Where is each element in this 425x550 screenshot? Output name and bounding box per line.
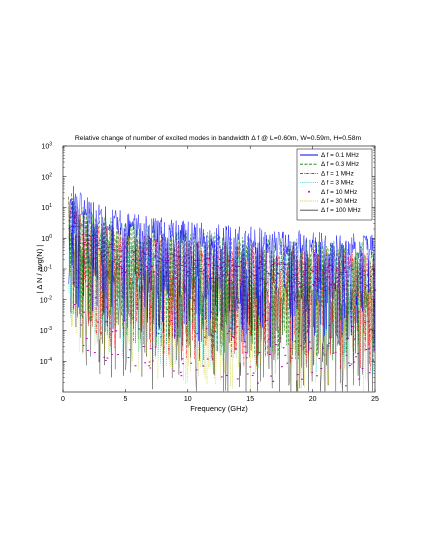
legend-label: Δ f = 30 MHz: [321, 198, 357, 205]
x-tick-label: 5: [123, 396, 127, 403]
chart-title: Relative change of number of excited mod…: [75, 135, 362, 142]
legend-label: Δ f = 3 MHz: [321, 180, 354, 187]
y-tick-label: 10-3: [40, 326, 52, 335]
y-axis: 103 102 101 100 10-1 10-2 10-3 10-4: [40, 142, 375, 383]
x-tick-label: 15: [246, 396, 254, 403]
legend-label: Δ f = 0.1 MHz: [321, 152, 359, 159]
data-layer: [68, 186, 377, 392]
y-tick-label: 10-2: [40, 295, 52, 304]
legend-entry: Δ f = 10 MHz: [308, 189, 357, 196]
x-tick-label: 20: [309, 396, 317, 403]
legend-marker: [308, 190, 310, 193]
series-1: [68, 186, 375, 351]
legend-entry: Δ f = 30 MHz: [300, 198, 357, 205]
x-tick-label: 10: [184, 396, 192, 403]
y-tick-label: 10-4: [40, 357, 52, 366]
legend-label: Δ f = 10 MHz: [321, 189, 357, 196]
legend: Δ f = 0.1 MHz Δ f = 0.3 MHz Δ f = 1 MHz Δ f…: [296, 148, 373, 221]
legend-entry: Δ f = 0.1 MHz: [300, 152, 359, 159]
y-tick-label: 100: [41, 234, 52, 243]
legend-entry: Δ f = 3 MHz: [300, 180, 354, 187]
y-tick-label: 10-1: [40, 265, 52, 274]
y-tick-label: 103: [41, 142, 52, 151]
legend-label: Δ f = 0.3 MHz: [321, 161, 359, 168]
y-tick-label: 101: [41, 203, 52, 212]
x-tick-label: 25: [371, 396, 379, 403]
legend-box: [296, 148, 373, 221]
legend-label: Δ f = 1 MHz: [321, 170, 354, 177]
y-tick-label: 102: [41, 172, 52, 181]
legend-label: Δ f = 100 MHz: [321, 207, 361, 214]
legend-entry: Δ f = 100 MHz: [300, 207, 361, 214]
x-axis: 0 5 10 15 20 25: [61, 146, 379, 403]
legend-entry: Δ f = 1 MHz: [300, 170, 354, 177]
x-axis-label: Frequency (GHz): [190, 404, 248, 413]
y-axis-label: | Δ N / avg(N) |: [35, 245, 44, 294]
x-tick-label: 0: [61, 396, 65, 403]
series-line: [68, 186, 375, 351]
legend-entry: Δ f = 0.3 MHz: [300, 161, 359, 168]
